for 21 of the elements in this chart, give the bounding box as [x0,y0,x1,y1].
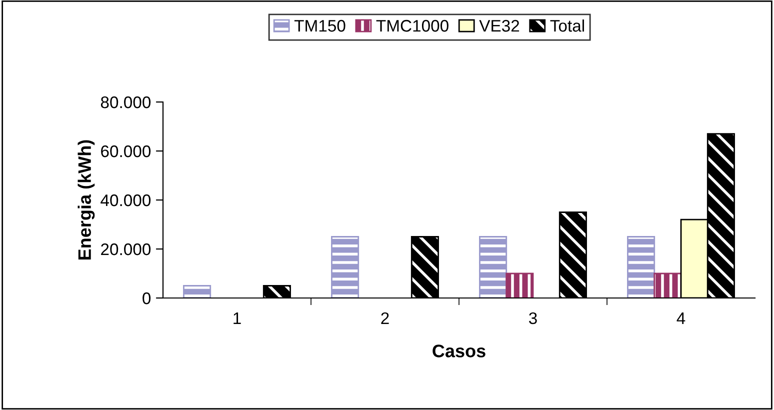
bar [479,236,508,298]
x-tick-label: 4 [676,312,686,324]
y-tick-label: 20.000 [101,243,151,256]
x-tick-label: 1 [234,312,241,324]
y-tick-label: 40.000 [100,194,151,206]
bar [506,272,534,298]
y-tick-label: 60.000 [101,145,151,158]
legend-label: TM150 [294,20,346,32]
y-tick-label: 0 [142,292,151,304]
x-axis-title: Casos [432,344,486,358]
bar [654,272,682,298]
x-tick-label: 2 [381,312,389,324]
y-tick-label: 80.000 [100,96,151,108]
bar [331,236,360,298]
bar [627,236,656,298]
legend-label: VE32 [479,20,520,32]
bar [183,285,212,298]
legend-label: TMC1000 [376,20,448,32]
legend-label: Total [550,19,584,32]
y-axis-title: Energia (kWh) [78,140,95,260]
x-tick-label: 3 [529,312,537,324]
